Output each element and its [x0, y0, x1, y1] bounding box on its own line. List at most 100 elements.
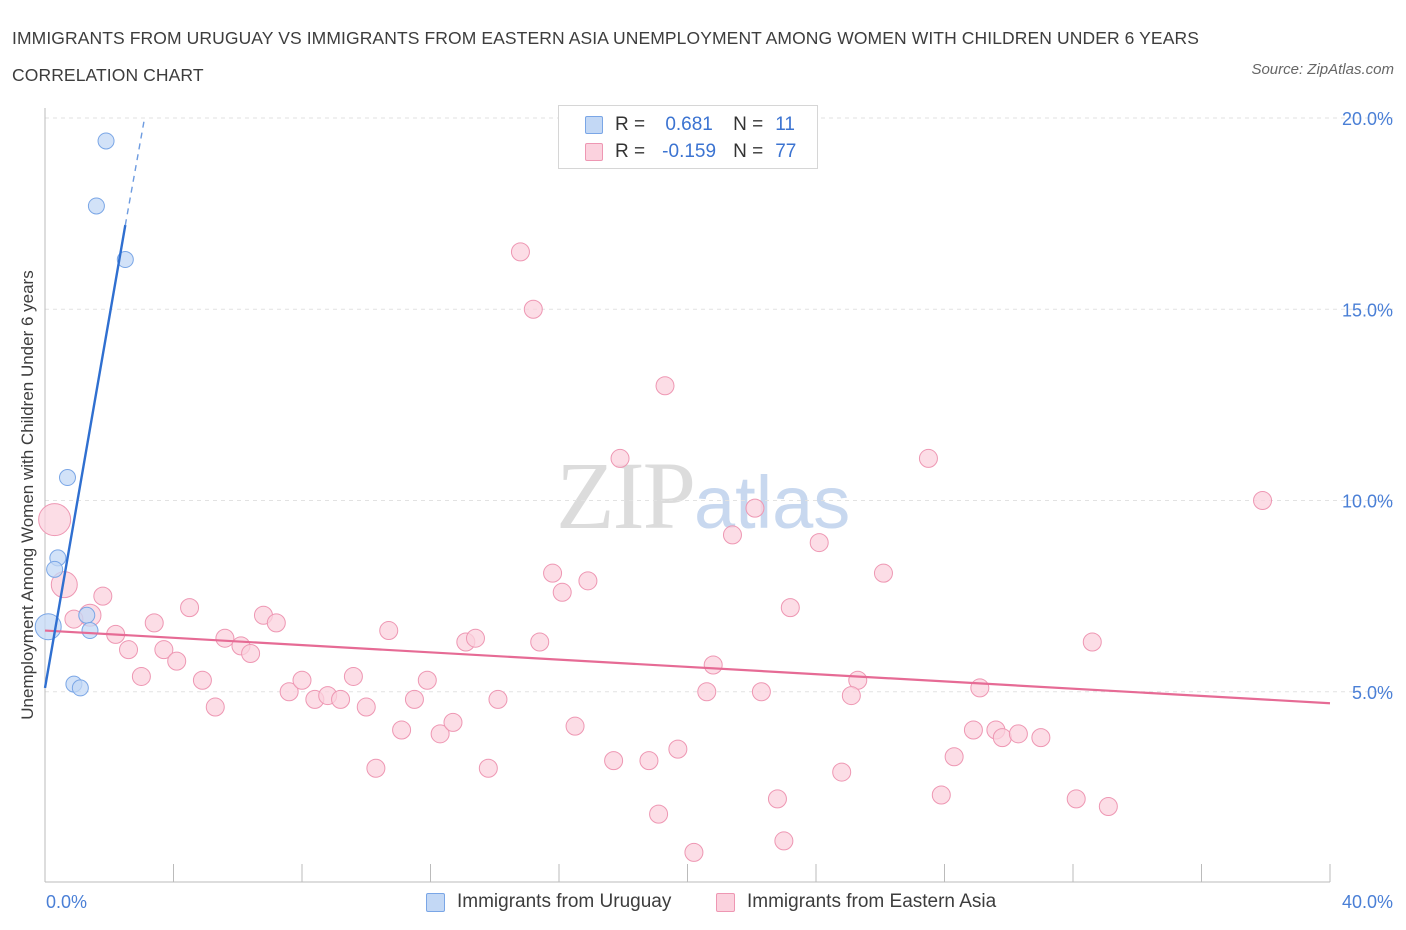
data-point-eastern-asia — [404, 689, 424, 709]
data-point-eastern-asia — [1253, 491, 1273, 510]
data-point-eastern-asia — [144, 613, 164, 633]
data-point-eastern-asia — [767, 789, 787, 809]
data-point-eastern-asia — [192, 670, 212, 690]
data-point-eastern-asia — [809, 533, 829, 553]
data-point-eastern-asia — [119, 640, 139, 660]
data-point-eastern-asia — [722, 525, 742, 545]
data-point-eastern-asia — [578, 571, 598, 591]
data-point-eastern-asia — [684, 842, 704, 862]
data-point-uruguay — [116, 251, 134, 269]
watermark-atlas: atlas — [694, 461, 851, 544]
legend-swatch-uruguay — [426, 892, 445, 912]
legend-n-value: 77 — [775, 141, 797, 162]
data-point-uruguay — [97, 132, 115, 150]
data-point-eastern-asia — [488, 689, 508, 709]
legend-item-eastern-asia[interactable]: Immigrants from Eastern Asia — [716, 888, 996, 916]
data-point-eastern-asia — [655, 376, 675, 396]
data-point-eastern-asia — [963, 720, 983, 740]
data-point-eastern-asia — [610, 448, 630, 468]
data-point-eastern-asia — [944, 747, 964, 767]
data-point-eastern-asia — [780, 598, 800, 618]
data-point-eastern-asia — [774, 831, 794, 851]
data-point-eastern-asia — [343, 666, 363, 686]
source-credit: Source: ZipAtlas.com — [1251, 61, 1394, 78]
data-point-eastern-asia — [241, 644, 261, 663]
legend-row-eastern-asia: R = -0.159 N = 77 — [585, 138, 796, 166]
data-point-eastern-asia — [266, 613, 286, 633]
data-point-eastern-asia — [565, 716, 585, 736]
data-point-eastern-asia — [366, 758, 386, 778]
data-point-eastern-asia — [832, 762, 852, 782]
legend-row-uruguay: R = 0.681 N = 11 — [585, 111, 795, 139]
data-point-eastern-asia — [543, 563, 563, 583]
legend-r-label: R = — [615, 114, 646, 135]
data-point-eastern-asia — [38, 503, 72, 537]
data-point-eastern-asia — [131, 666, 151, 686]
data-point-eastern-asia — [180, 598, 200, 618]
y-tick-label: 20.0% — [1342, 109, 1393, 129]
data-point-eastern-asia — [918, 448, 938, 468]
legend-item-uruguay[interactable]: Immigrants from Uruguay — [426, 888, 671, 916]
data-point-uruguay — [78, 606, 96, 624]
data-point-eastern-asia — [93, 586, 113, 606]
data-point-eastern-asia — [530, 632, 550, 652]
data-point-eastern-asia — [604, 751, 624, 771]
data-point-uruguay — [58, 469, 76, 487]
legend-n-label: N = — [733, 141, 764, 162]
legend-swatch-eastern-asia — [716, 892, 735, 912]
legend-r-value: -0.159 — [662, 141, 717, 162]
data-point-eastern-asia — [697, 682, 717, 702]
data-point-eastern-asia — [745, 498, 765, 518]
data-point-eastern-asia — [379, 621, 399, 641]
data-point-eastern-asia — [970, 678, 990, 698]
correlation-legend: R = 0.681 N = 11 R = -0.159 N = 77 — [558, 105, 818, 169]
data-point-eastern-asia — [649, 804, 669, 824]
legend-swatch-uruguay — [585, 116, 603, 134]
data-point-eastern-asia — [1098, 797, 1118, 816]
x-tick-label: 0.0% — [46, 892, 87, 912]
data-point-eastern-asia — [205, 697, 225, 717]
data-point-eastern-asia — [1066, 789, 1086, 809]
data-point-uruguay — [87, 197, 105, 215]
data-point-eastern-asia — [465, 628, 485, 648]
y-tick-label: 5.0% — [1352, 683, 1393, 703]
data-point-eastern-asia — [356, 697, 376, 717]
data-point-eastern-asia — [154, 640, 174, 660]
legend-swatch-eastern-asia — [585, 143, 603, 161]
data-point-uruguay — [46, 560, 64, 578]
data-point-eastern-asia — [668, 739, 688, 759]
legend-label-eastern-asia: Immigrants from Eastern Asia — [747, 891, 997, 912]
data-point-eastern-asia — [430, 724, 450, 744]
data-point-eastern-asia — [443, 712, 463, 732]
legend-label-uruguay: Immigrants from Uruguay — [457, 891, 672, 912]
data-point-eastern-asia — [1008, 724, 1028, 744]
data-point-eastern-asia — [751, 682, 771, 702]
trendline-eastern-asia — [44, 629, 1331, 705]
y-tick-label: 15.0% — [1342, 300, 1393, 320]
trendline-uruguay-extension — [124, 117, 146, 226]
legend-n-value: 11 — [775, 114, 795, 135]
data-point-eastern-asia — [417, 670, 437, 690]
data-point-eastern-asia — [292, 670, 312, 690]
data-point-eastern-asia — [523, 299, 543, 319]
data-point-eastern-asia — [215, 628, 235, 648]
legend-r-label: R = — [615, 141, 646, 162]
x-tick-label: 40.0% — [1342, 892, 1393, 912]
data-point-eastern-asia — [841, 686, 861, 706]
data-point-eastern-asia — [167, 651, 187, 671]
data-point-eastern-asia — [639, 751, 659, 771]
data-point-eastern-asia — [552, 582, 572, 602]
data-point-uruguay — [71, 679, 89, 697]
data-point-eastern-asia — [331, 689, 351, 709]
trendline-uruguay — [43, 224, 127, 689]
data-point-eastern-asia — [392, 720, 412, 740]
data-point-eastern-asia — [992, 728, 1012, 748]
legend-r-value: 0.681 — [665, 114, 713, 135]
data-point-eastern-asia — [478, 758, 498, 778]
data-point-eastern-asia — [873, 563, 893, 583]
data-point-eastern-asia — [1082, 632, 1102, 652]
data-point-eastern-asia — [1031, 728, 1051, 748]
data-point-uruguay — [81, 622, 99, 640]
data-point-eastern-asia — [510, 242, 530, 262]
